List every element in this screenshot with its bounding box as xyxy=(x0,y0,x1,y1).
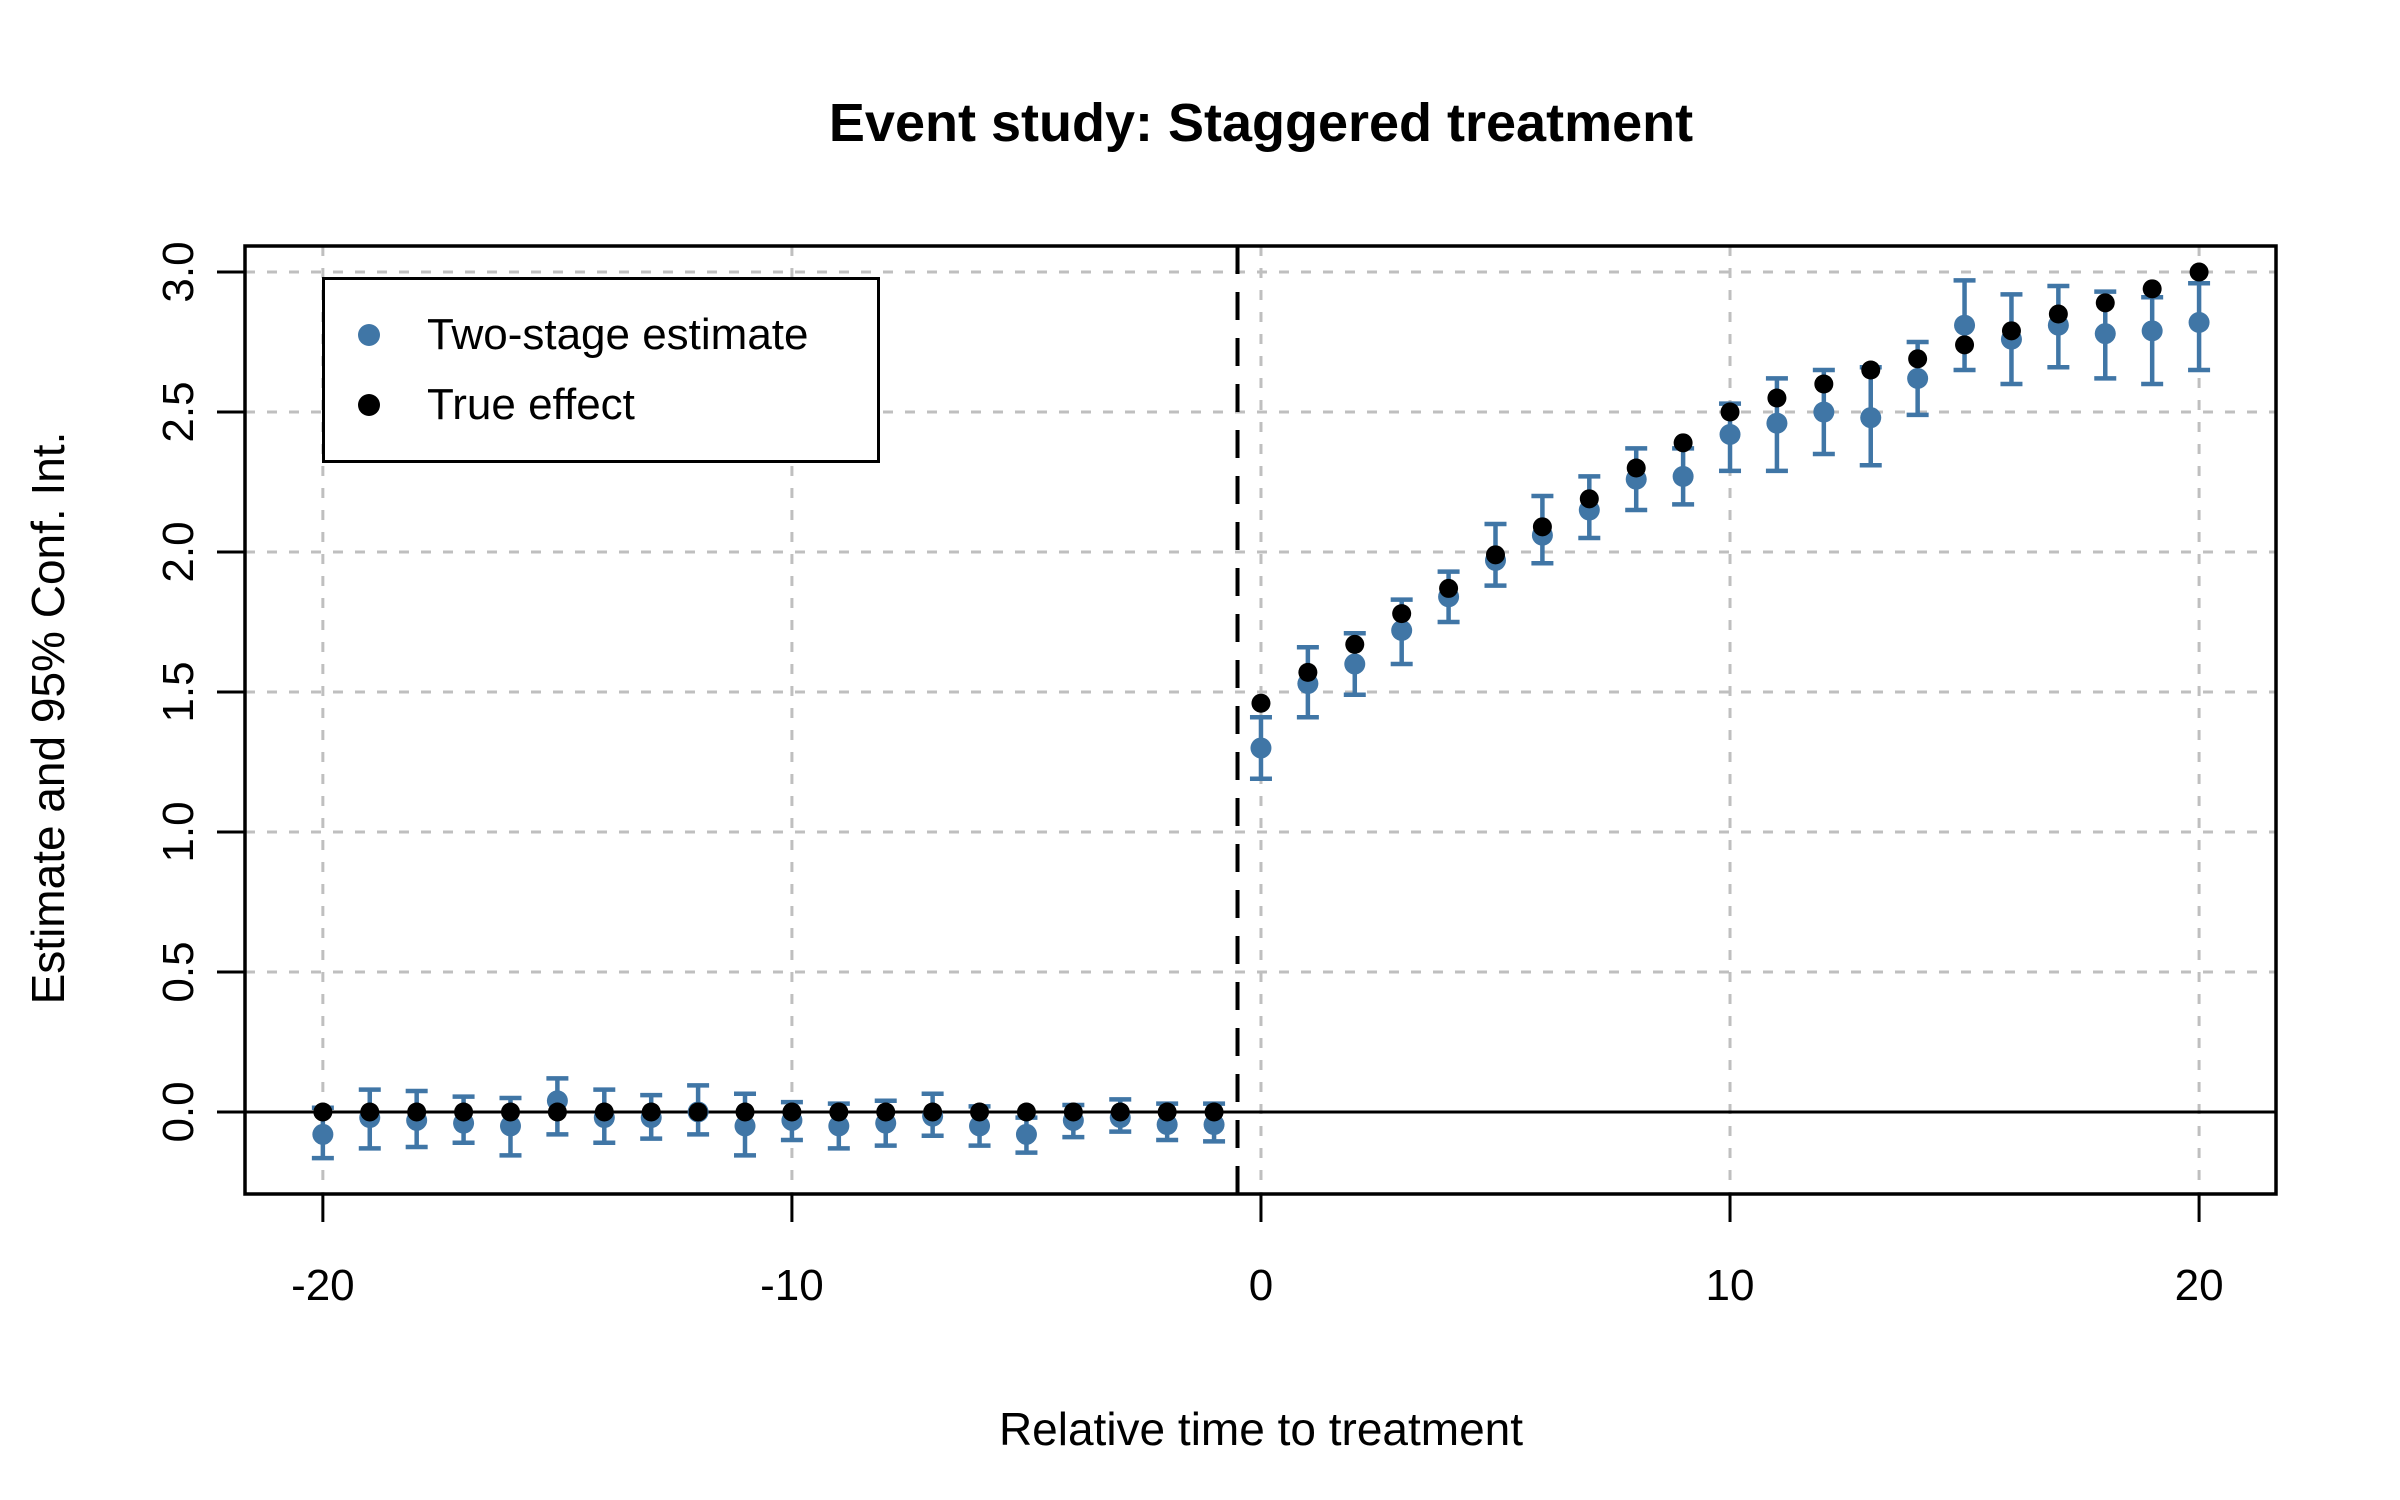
estimate-point xyxy=(2094,323,2116,345)
y-tick-label: 1.0 xyxy=(154,801,203,862)
true-effect-point xyxy=(1298,662,1318,682)
true-effect-point xyxy=(735,1102,755,1122)
y-tick-label: 3.0 xyxy=(154,241,203,302)
true-effect-point xyxy=(454,1102,474,1122)
true-effect-point xyxy=(1673,433,1693,453)
true-effect-point xyxy=(1955,335,1975,355)
true-effect-point xyxy=(923,1102,943,1122)
true-effect-point xyxy=(500,1102,520,1122)
true-effect-point xyxy=(1251,693,1271,713)
estimate-point xyxy=(969,1115,991,1137)
true-effect-point xyxy=(313,1102,333,1122)
y-tick-label: 0.0 xyxy=(154,1081,203,1142)
x-tick-label: 20 xyxy=(2175,1261,2224,1310)
true-effect-point xyxy=(1720,402,1740,422)
estimate-point xyxy=(1719,423,1741,445)
true-effect-point xyxy=(1579,489,1599,509)
true-effect-point xyxy=(1814,374,1834,394)
true-effect-point xyxy=(1485,545,1505,565)
true-effect-point xyxy=(688,1102,708,1122)
x-tick-label: 0 xyxy=(1249,1261,1273,1310)
true-effect-point xyxy=(1908,349,1928,369)
true-effect-point xyxy=(641,1102,661,1122)
true-effect-point xyxy=(547,1102,567,1122)
estimate-point xyxy=(1907,367,1929,389)
y-tick-label: 1.5 xyxy=(154,661,203,722)
estimate-point xyxy=(1015,1123,1037,1145)
estimate-point xyxy=(2188,311,2210,333)
y-axis-title: Estimate and 95% Conf. Int. xyxy=(22,431,74,1005)
true-effect-point xyxy=(1345,634,1365,654)
true-effect-point xyxy=(2189,262,2209,282)
true-effect-point xyxy=(360,1102,380,1122)
y-tick-label: 0.5 xyxy=(154,941,203,1002)
true-effect-point xyxy=(1532,517,1552,537)
true-effect-point xyxy=(1157,1102,1177,1122)
estimate-point xyxy=(1344,653,1366,675)
true-effect-point xyxy=(1392,604,1412,624)
true-effect-point xyxy=(2095,293,2115,313)
legend-marker-two-stage-icon xyxy=(358,324,380,346)
true-effect-point xyxy=(594,1102,614,1122)
legend-marker-true-effect-icon xyxy=(358,394,380,416)
true-effect-point xyxy=(2001,321,2021,341)
true-effect-point xyxy=(1861,360,1881,380)
estimate-point xyxy=(1391,619,1413,641)
estimate-point xyxy=(1954,314,1976,336)
true-effect-point xyxy=(1204,1102,1224,1122)
legend-item-two-stage: Two-stage estimate xyxy=(358,310,877,359)
x-tick-label: 10 xyxy=(1706,1261,1755,1310)
y-tick-label: 2.5 xyxy=(154,381,203,442)
true-effect-point xyxy=(829,1102,849,1122)
estimate-point xyxy=(828,1115,850,1137)
legend-label-two-stage: Two-stage estimate xyxy=(427,310,809,359)
true-effect-point xyxy=(1767,388,1787,408)
x-tick-label: -20 xyxy=(291,1261,355,1310)
reference-lines xyxy=(245,246,2276,1194)
estimate-point xyxy=(1813,401,1835,423)
true-effect-point xyxy=(782,1102,802,1122)
x-axis-title: Relative time to treatment xyxy=(998,1403,1524,1455)
true-effect-point xyxy=(1063,1102,1083,1122)
axes: -20 -10 0 10 20 0.0 0.5 1.0 1.5 2.0 2.5 3.0 xyxy=(154,241,2278,1310)
x-tick-label: -10 xyxy=(760,1261,824,1310)
true-effect-point xyxy=(2142,279,2162,299)
legend: Two-stage estimate True effect xyxy=(322,277,880,463)
estimate-point xyxy=(499,1115,521,1137)
true-effect-point xyxy=(1016,1102,1036,1122)
estimate-point xyxy=(312,1123,334,1145)
estimate-point xyxy=(1672,465,1694,487)
true-effect-point xyxy=(407,1102,427,1122)
legend-label-true-effect: True effect xyxy=(427,380,635,429)
estimate-point xyxy=(2141,320,2163,342)
true-effect-points xyxy=(313,262,2209,1122)
true-effect-point xyxy=(876,1102,896,1122)
estimate-point xyxy=(734,1115,756,1137)
true-effect-point xyxy=(1439,578,1459,598)
true-effect-point xyxy=(970,1102,990,1122)
legend-item-true-effect: True effect xyxy=(358,380,877,429)
y-tick-label: 2.0 xyxy=(154,521,203,582)
estimate-point xyxy=(1766,412,1788,434)
true-effect-point xyxy=(1626,458,1646,478)
chart-title: Event study: Staggered treatment xyxy=(828,93,1694,153)
estimate-point xyxy=(1860,407,1882,429)
true-effect-point xyxy=(2048,304,2068,324)
true-effect-point xyxy=(1110,1102,1130,1122)
estimate-point xyxy=(1250,737,1272,759)
